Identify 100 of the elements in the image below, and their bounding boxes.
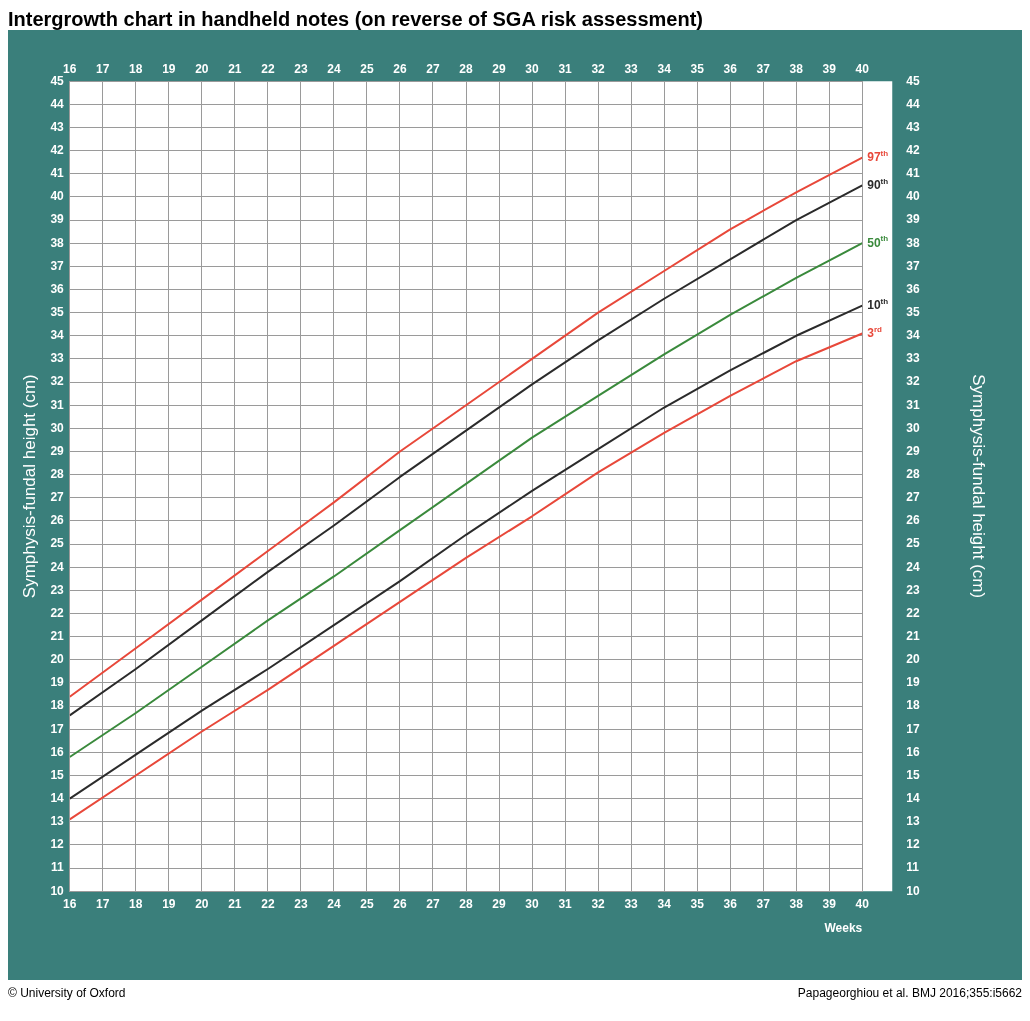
y2-tick-label: 25 [906,536,920,551]
text: Papageorghiou et al. BMJ 2016;355:i5662 [797,986,1022,1000]
y-tick-label: 17 [50,721,65,736]
y2-tick-label: 12 [906,837,920,852]
y2-axis-title: Symphysis-fundal height (cm) [969,374,989,599]
y2-tick-label: 42 [906,142,920,157]
y2-tick-label: 27 [906,490,920,505]
chart-title: Intergrowth chart in handheld notes (on reverse of SGA risk assessment) [8,8,704,30]
y2-tick-label: 41 [906,166,920,181]
y2-tick-label: 29 [906,443,920,458]
y-tick-label: 34 [50,328,65,343]
y-tick-label: 15 [50,767,65,782]
y2-tick-label: 35 [906,304,920,319]
y2-tick-label: 20 [906,652,920,667]
x-tick-label: 32 [591,62,606,77]
y2-tick-label: 31 [906,397,920,412]
x-tick-label: 30 [525,62,540,77]
x2-tick-label: 18 [129,896,143,911]
y-tick-label: 24 [50,559,65,574]
y2-tick-label: 11 [906,860,920,875]
x-tick-label: 27 [426,62,440,77]
x-tick-label: 39 [822,62,837,77]
x-axis-title: Weeks [824,921,863,936]
x2-tick-label: 40 [855,896,870,911]
y2-tick-label: 13 [906,814,920,829]
y2-tick-label: 39 [906,212,920,227]
y-axis-title: Symphysis-fundal height (cm) [19,374,39,599]
x2-tick-label: 33 [624,896,639,911]
x-tick-label: 26 [393,62,407,77]
y-tick-label: 43 [50,119,65,134]
x-tick-label: 36 [723,62,738,77]
x2-tick-label: 27 [426,896,440,911]
x2-tick-label: 22 [261,896,275,911]
x2-tick-label: 32 [591,896,606,911]
y2-tick-label: 10 [906,883,920,898]
y-tick-label: 44 [50,96,65,111]
y-tick-label: 28 [50,466,65,481]
y2-tick-label: 38 [906,235,920,250]
y-tick-label: 37 [50,258,65,273]
y-tick-label: 11 [51,860,65,875]
y2-tick-label: 14 [906,790,920,805]
x2-tick-label: 35 [690,896,705,911]
y2-tick-label: 44 [906,96,920,111]
x2-tick-label: 36 [723,896,738,911]
x2-tick-label: 30 [525,896,540,911]
y2-tick-label: 21 [906,628,920,643]
y-tick-label: 45 [50,73,65,88]
y-tick-label: 40 [50,189,65,204]
x2-tick-label: 39 [822,896,837,911]
y-tick-label: 42 [50,142,65,157]
x-tick-label: 20 [195,62,209,77]
x2-tick-label: 20 [195,896,209,911]
y2-tick-label: 23 [906,582,920,597]
y2-tick-label: 40 [906,189,920,204]
x-tick-label: 17 [96,62,110,77]
x2-tick-label: 29 [492,896,507,911]
x-tick-label: 29 [492,62,507,77]
y-tick-label: 16 [50,744,65,759]
y2-tick-label: 19 [906,675,920,690]
x-tick-label: 18 [129,62,143,77]
x-tick-label: 35 [690,62,705,77]
x-tick-label: 40 [855,62,870,77]
x2-tick-label: 23 [294,896,308,911]
x2-tick-label: 25 [360,896,374,911]
x2-tick-label: 31 [558,896,573,911]
x2-tick-label: 28 [459,896,473,911]
x2-tick-label: 26 [393,896,407,911]
y-tick-label: 25 [50,536,65,551]
y-tick-label: 13 [50,814,65,829]
x2-tick-label: 16 [63,896,77,911]
y-tick-label: 10 [50,883,65,898]
y-tick-label: 21 [50,628,65,643]
y-tick-label: 29 [50,443,65,458]
y2-tick-label: 15 [906,767,920,782]
y-tick-label: 19 [50,675,65,690]
x2-tick-label: 21 [228,896,242,911]
y-tick-label: 38 [50,235,65,250]
y2-tick-label: 37 [906,258,920,273]
x2-tick-label: 38 [789,896,804,911]
y-tick-label: 36 [50,281,65,296]
y2-tick-label: 16 [906,744,920,759]
y-tick-label: 20 [50,652,65,667]
y-tick-label: 30 [50,420,65,435]
y-tick-label: 18 [50,698,65,713]
x-tick-label: 23 [294,62,308,77]
y-tick-label: 14 [50,790,65,805]
y-tick-label: 35 [50,304,65,319]
x2-tick-label: 24 [327,896,341,911]
y2-tick-label: 26 [906,513,920,528]
x-tick-label: 37 [756,62,771,77]
y-tick-label: 23 [50,582,65,597]
x-tick-label: 24 [327,62,341,77]
y2-tick-label: 43 [906,119,920,134]
y2-tick-label: 22 [906,605,920,620]
y2-tick-label: 24 [906,559,920,574]
y2-tick-label: 17 [906,721,920,736]
x2-tick-label: 19 [162,896,176,911]
y-tick-label: 31 [50,397,65,412]
y2-tick-label: 34 [906,328,920,343]
x-tick-label: 34 [657,62,672,77]
